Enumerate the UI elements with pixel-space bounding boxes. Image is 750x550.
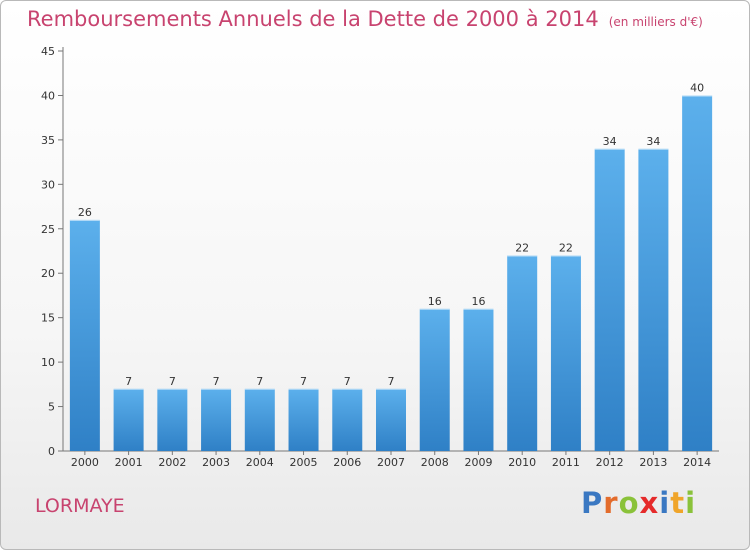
bar	[507, 255, 538, 451]
chart-title: Remboursements Annuels de la Dette de 20…	[27, 7, 703, 31]
logo-letter: o	[618, 486, 640, 520]
x-tick-label: 2011	[552, 456, 580, 469]
x-tick-label: 2000	[71, 456, 99, 469]
y-tick-label: 30	[41, 178, 55, 191]
data-label: 7	[300, 375, 307, 388]
bar	[201, 388, 232, 451]
data-label: 7	[169, 375, 176, 388]
data-label: 7	[344, 375, 351, 388]
x-tick-label: 2007	[377, 456, 405, 469]
x-tick-label: 2009	[464, 456, 492, 469]
logo-letter: P	[581, 486, 604, 520]
y-tick-label: 40	[41, 89, 55, 102]
bar	[682, 95, 713, 451]
data-label: 7	[388, 375, 395, 388]
x-tick-label: 2010	[508, 456, 536, 469]
bar	[332, 388, 363, 451]
bar	[419, 308, 450, 451]
bar	[638, 148, 669, 451]
y-tick-label: 25	[41, 223, 55, 236]
bar	[550, 255, 581, 451]
y-tick-label: 5	[48, 401, 55, 414]
y-tick-label: 35	[41, 134, 55, 147]
logo-letter: x	[639, 486, 660, 520]
y-tick-label: 0	[48, 445, 55, 458]
x-tick-label: 2014	[683, 456, 711, 469]
data-label: 22	[515, 241, 529, 254]
x-tick-label: 2003	[202, 456, 230, 469]
bar	[69, 219, 100, 451]
title-text: Remboursements Annuels de la Dette de 20…	[27, 7, 599, 31]
x-tick-label: 2013	[639, 456, 667, 469]
data-label: 16	[471, 295, 485, 308]
data-label: 22	[559, 241, 573, 254]
logo-letter: r	[603, 486, 619, 520]
bar	[463, 308, 494, 451]
data-label: 26	[78, 206, 92, 219]
x-tick-label: 2001	[115, 456, 143, 469]
data-label: 7	[213, 375, 220, 388]
logo-letter: i	[685, 486, 697, 520]
x-tick-label: 2006	[333, 456, 361, 469]
commune-name: LORMAYE	[35, 495, 125, 517]
data-label: 16	[428, 295, 442, 308]
y-tick-label: 10	[41, 356, 55, 369]
bar	[376, 388, 406, 451]
x-tick-label: 2012	[596, 456, 624, 469]
y-tick-label: 20	[41, 267, 55, 280]
bar	[594, 148, 625, 451]
x-tick-label: 2008	[421, 456, 449, 469]
subtitle-text: (en milliers d'€)	[608, 15, 703, 29]
x-tick-label: 2002	[158, 456, 186, 469]
logo-letter: t	[670, 486, 686, 520]
data-label: 40	[690, 81, 704, 94]
bar	[113, 388, 144, 451]
bar	[244, 388, 275, 451]
bar	[157, 388, 188, 451]
data-label: 34	[646, 135, 660, 148]
bar	[288, 388, 319, 451]
data-label: 34	[603, 135, 617, 148]
y-tick-label: 45	[41, 45, 55, 58]
y-tick-label: 15	[41, 312, 55, 325]
data-label: 7	[256, 375, 263, 388]
logo-letter: i	[659, 486, 671, 520]
data-label: 7	[125, 375, 132, 388]
proxiti-logo[interactable]: Proxiti	[581, 486, 696, 520]
x-tick-label: 2005	[290, 456, 318, 469]
x-tick-label: 2004	[246, 456, 274, 469]
